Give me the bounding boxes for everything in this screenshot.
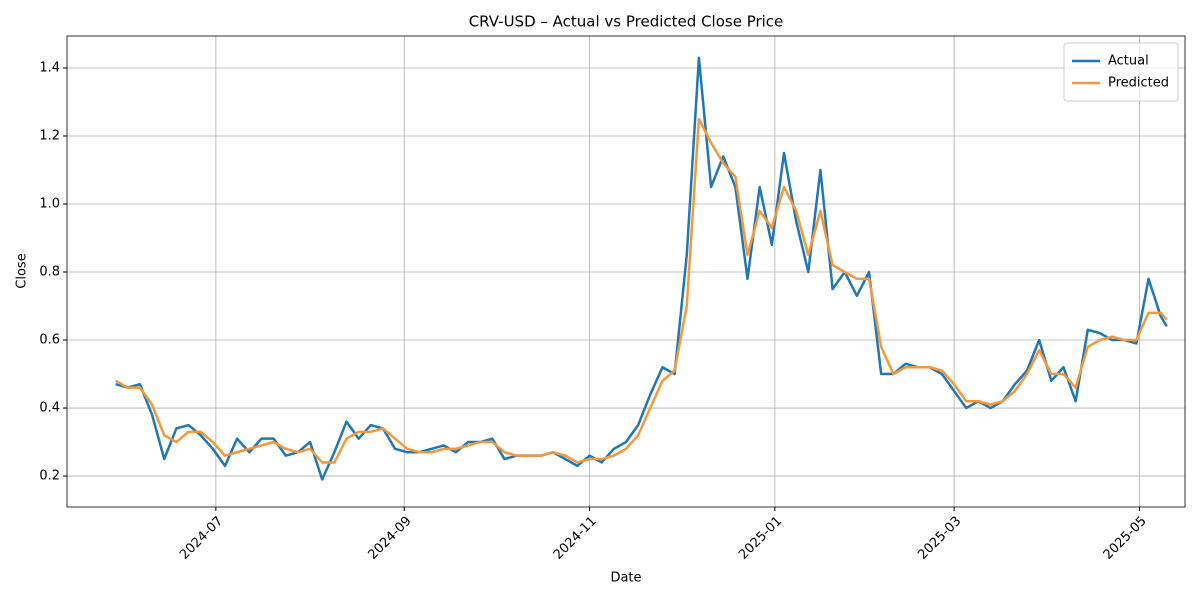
series-line: [114, 117, 1168, 464]
legend-label: Actual: [1108, 54, 1149, 69]
y-tick-label: 1.2: [39, 128, 60, 143]
x-tick-label: 2024-11: [551, 514, 600, 563]
x-tick-label: 2025-05: [1101, 514, 1150, 563]
x-tick-label: 2024-07: [177, 514, 226, 563]
y-tick-label: 1.4: [39, 60, 60, 75]
plot-frame: [66, 35, 1186, 508]
y-tick-label: 0.2: [39, 469, 60, 484]
y-tick-label: 0.4: [39, 401, 60, 416]
legend: Actual Predicted: [1063, 42, 1179, 102]
x-tick-label: 2025-01: [736, 514, 785, 563]
chart-title: CRV-USD – Actual vs Predicted Close Pric…: [469, 13, 784, 31]
x-axis-label: Date: [610, 571, 641, 586]
x-tick-label: 2024-09: [366, 514, 415, 563]
legend-label: Predicted: [1108, 76, 1169, 91]
y-tick-label: 0.6: [39, 333, 60, 348]
x-tick-label: 2025-03: [915, 514, 964, 563]
y-tick-label: 0.8: [39, 265, 60, 280]
y-axis-label: Close: [15, 253, 30, 288]
y-tick-label: 1.0: [39, 196, 60, 211]
series-line: [115, 56, 1168, 481]
legend-box: [1063, 42, 1179, 102]
